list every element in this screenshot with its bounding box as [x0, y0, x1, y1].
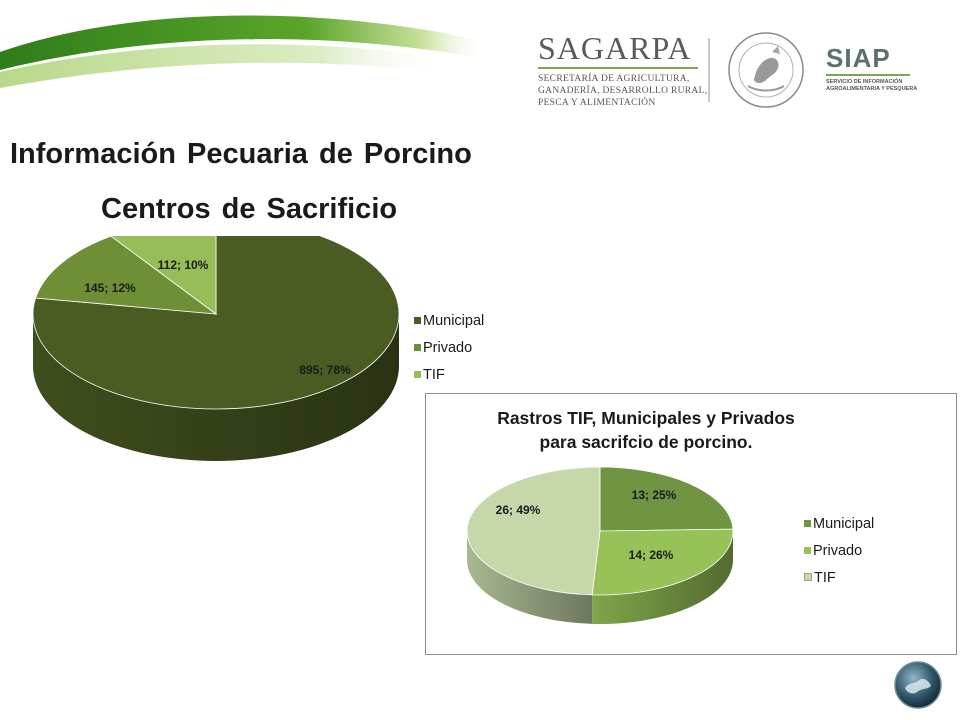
legend-item: TIF — [414, 367, 445, 383]
pie-top — [466, 466, 734, 596]
pie-side-walls — [467, 531, 733, 624]
chart-panel-rastros: Rastros TIF, Municipales y Privados para… — [425, 393, 957, 655]
siap-rule — [826, 74, 910, 76]
pie-slice-privado — [591, 528, 734, 596]
legend-item: TIF — [804, 570, 836, 586]
legend-label: Municipal — [813, 516, 875, 532]
pie-slice-privado — [35, 236, 218, 315]
legend-label: Municipal — [423, 313, 485, 329]
legend-swatch — [414, 316, 421, 324]
header-swoosh — [0, 15, 680, 120]
legend-swatch — [804, 573, 812, 582]
pie-slice-side — [592, 531, 733, 624]
siap-subtitle-line: SERVICIO DE INFORMACIÓN — [826, 79, 903, 85]
legend-swatch — [804, 546, 811, 554]
pie-top — [32, 236, 400, 410]
data-label-municipal: 13; 25% — [632, 488, 677, 502]
sagarpa-subtitle-line: PESCA Y ALIMENTACIÓN — [538, 98, 656, 108]
legend-label: Privado — [423, 340, 473, 356]
sagarpa-subtitle-line: SECRETARÍA DE AGRICULTURA, — [538, 74, 690, 84]
legend-swatch — [414, 370, 421, 378]
mexican-seal-icon — [728, 32, 804, 108]
legend-swatch — [804, 519, 811, 527]
globe-icon — [894, 661, 942, 709]
data-label-privado: 145; 12% — [84, 281, 136, 295]
pie-slice-tif — [110, 236, 217, 315]
legend-swatch — [414, 343, 421, 351]
data-label-tif: 26; 49% — [496, 503, 541, 517]
data-label-privado: 14; 26% — [629, 548, 674, 562]
data-label-municipal: 895; 78% — [299, 363, 351, 377]
sagarpa-subtitle-line: GANADERÍA, DESARROLLO RURAL, — [538, 86, 708, 96]
pie-slice-municipal — [599, 466, 734, 532]
pie-chart-rastros: 13; 25% 14; 26% 26; 49% — [466, 466, 734, 624]
legend-item: Municipal — [804, 516, 874, 532]
siap-logo: SIAP SERVICIO DE INFORMACIÓN AGROALIMENT… — [826, 44, 936, 93]
chart-title: Centros de Sacrificio — [101, 193, 398, 225]
legend-label: TIF — [423, 367, 445, 383]
legend-label: TIF — [814, 570, 836, 586]
legend-item: Municipal — [414, 313, 484, 329]
pie-side-walls — [33, 314, 399, 461]
chart-title-line: para sacrifcio de porcino. — [539, 432, 753, 452]
sagarpa-logo: SAGARPA SECRETARÍA DE AGRICULTURA, GANAD… — [538, 32, 718, 109]
legend-item: Privado — [804, 543, 862, 559]
sagarpa-rule — [538, 67, 698, 69]
chart-title-line: Rastros TIF, Municipales y Privados — [497, 408, 795, 428]
pie-slice-municipal — [32, 236, 400, 410]
page-title: Información Pecuaria de Porcino — [10, 138, 472, 170]
pie-chart-centros: 895; 78% 145; 12% 112; 10% — [32, 236, 400, 461]
pie-slice-tif — [466, 466, 601, 596]
pie-slice-side — [33, 314, 399, 461]
siap-name: SIAP — [826, 43, 891, 73]
legend-label: Privado — [813, 543, 863, 559]
data-label-tif: 112; 10% — [158, 258, 209, 272]
sagarpa-name: SAGARPA — [538, 30, 692, 66]
legend-item: Privado — [414, 340, 472, 356]
pie-slice-side — [467, 531, 593, 624]
chart-title: Rastros TIF, Municipales y Privados para… — [426, 406, 866, 454]
siap-subtitle-line: AGROALIMENTARIA Y PESQUERA — [826, 86, 918, 92]
logo-divider — [708, 38, 710, 102]
